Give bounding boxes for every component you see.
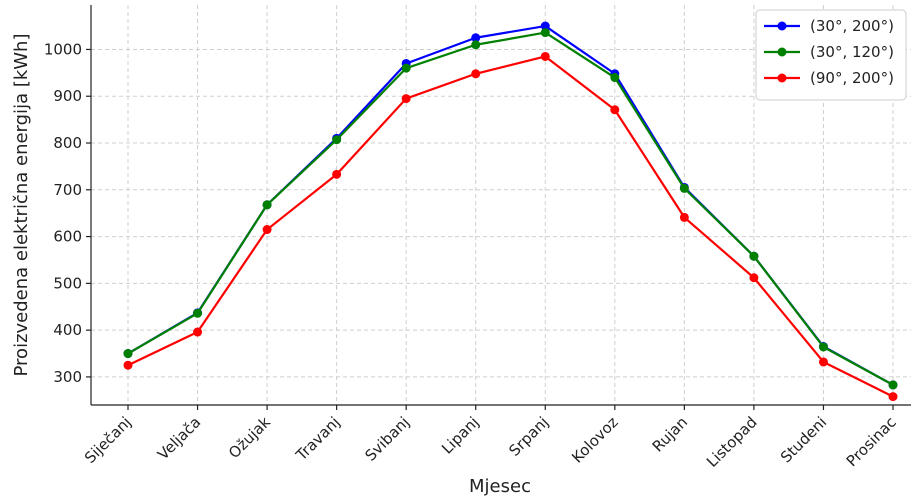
data-point <box>888 380 898 390</box>
data-point <box>332 135 342 145</box>
x-tick-label: Srpanj <box>505 413 552 460</box>
series-line <box>127 55 894 398</box>
data-point <box>471 33 481 43</box>
data-point <box>401 94 411 104</box>
x-tick-label: Ožujak <box>225 413 274 462</box>
x-tick-label: Prosinac <box>843 413 900 470</box>
x-tick-label: Lipanj <box>438 413 482 457</box>
data-point <box>332 169 342 179</box>
series-line <box>127 31 894 386</box>
data-point <box>610 105 620 115</box>
data-point <box>401 63 411 73</box>
legend-label: (30°, 200°) <box>810 17 894 35</box>
x-tick-label: Svibanj <box>361 413 413 465</box>
data-point <box>193 327 203 337</box>
series-group <box>123 21 898 402</box>
y-tick-label: 300 <box>53 368 82 386</box>
data-point <box>540 21 550 31</box>
data-point <box>679 212 689 222</box>
data-point <box>123 349 133 359</box>
legend: (30°, 200°) (30°, 120°) (90°, 200°) <box>755 9 907 101</box>
y-axis-title: Proizvedena električna energija [kWh] <box>11 34 32 377</box>
y-ticks: 300 400 500 600 700 800 900 1000 <box>44 40 91 386</box>
y-tick-label: 900 <box>53 87 82 105</box>
data-point <box>540 28 550 38</box>
series-2 <box>123 28 898 390</box>
x-tick-label: Listopad <box>703 413 761 471</box>
data-point <box>749 251 759 261</box>
data-point <box>540 51 550 61</box>
data-point <box>471 40 481 50</box>
legend-item: (30°, 200°) <box>764 17 894 35</box>
y-tick-label: 500 <box>53 274 82 292</box>
data-point <box>749 273 759 283</box>
y-tick-label: 600 <box>53 228 82 246</box>
legend-marker <box>777 73 787 83</box>
axes <box>90 5 911 406</box>
x-tick-label: Travanj <box>292 413 344 465</box>
data-point <box>610 73 620 83</box>
data-point <box>262 200 272 210</box>
data-point <box>679 183 689 193</box>
x-tick-label: Studeni <box>777 413 830 466</box>
y-tick-label: 700 <box>53 181 82 199</box>
data-point <box>193 308 203 318</box>
data-point <box>123 360 133 370</box>
legend-item: (30°, 120°) <box>764 43 894 61</box>
data-point <box>471 69 481 79</box>
x-tick-label: Rujan <box>649 413 692 456</box>
y-tick-label: 400 <box>53 321 82 339</box>
legend-marker <box>777 21 787 31</box>
data-point <box>888 392 898 402</box>
x-axis-title: Mjesec <box>469 476 531 497</box>
legend-label: (90°, 200°) <box>810 69 894 87</box>
legend-label: (30°, 120°) <box>810 43 894 61</box>
x-ticks: Siječanj Veljača Ožujak Travanj Svibanj Lipan… <box>81 405 900 471</box>
data-point <box>262 225 272 235</box>
y-tick-label: 800 <box>53 134 82 152</box>
legend-item: (90°, 200°) <box>764 69 894 87</box>
x-tick-label: Siječanj <box>81 413 135 467</box>
series-3 <box>123 51 898 402</box>
x-tick-label: Kolovoz <box>568 413 622 467</box>
data-point <box>818 357 828 367</box>
x-tick-label: Veljača <box>154 413 204 463</box>
data-point <box>818 342 828 352</box>
y-tick-label: 1000 <box>44 40 82 58</box>
legend-marker <box>777 47 787 57</box>
